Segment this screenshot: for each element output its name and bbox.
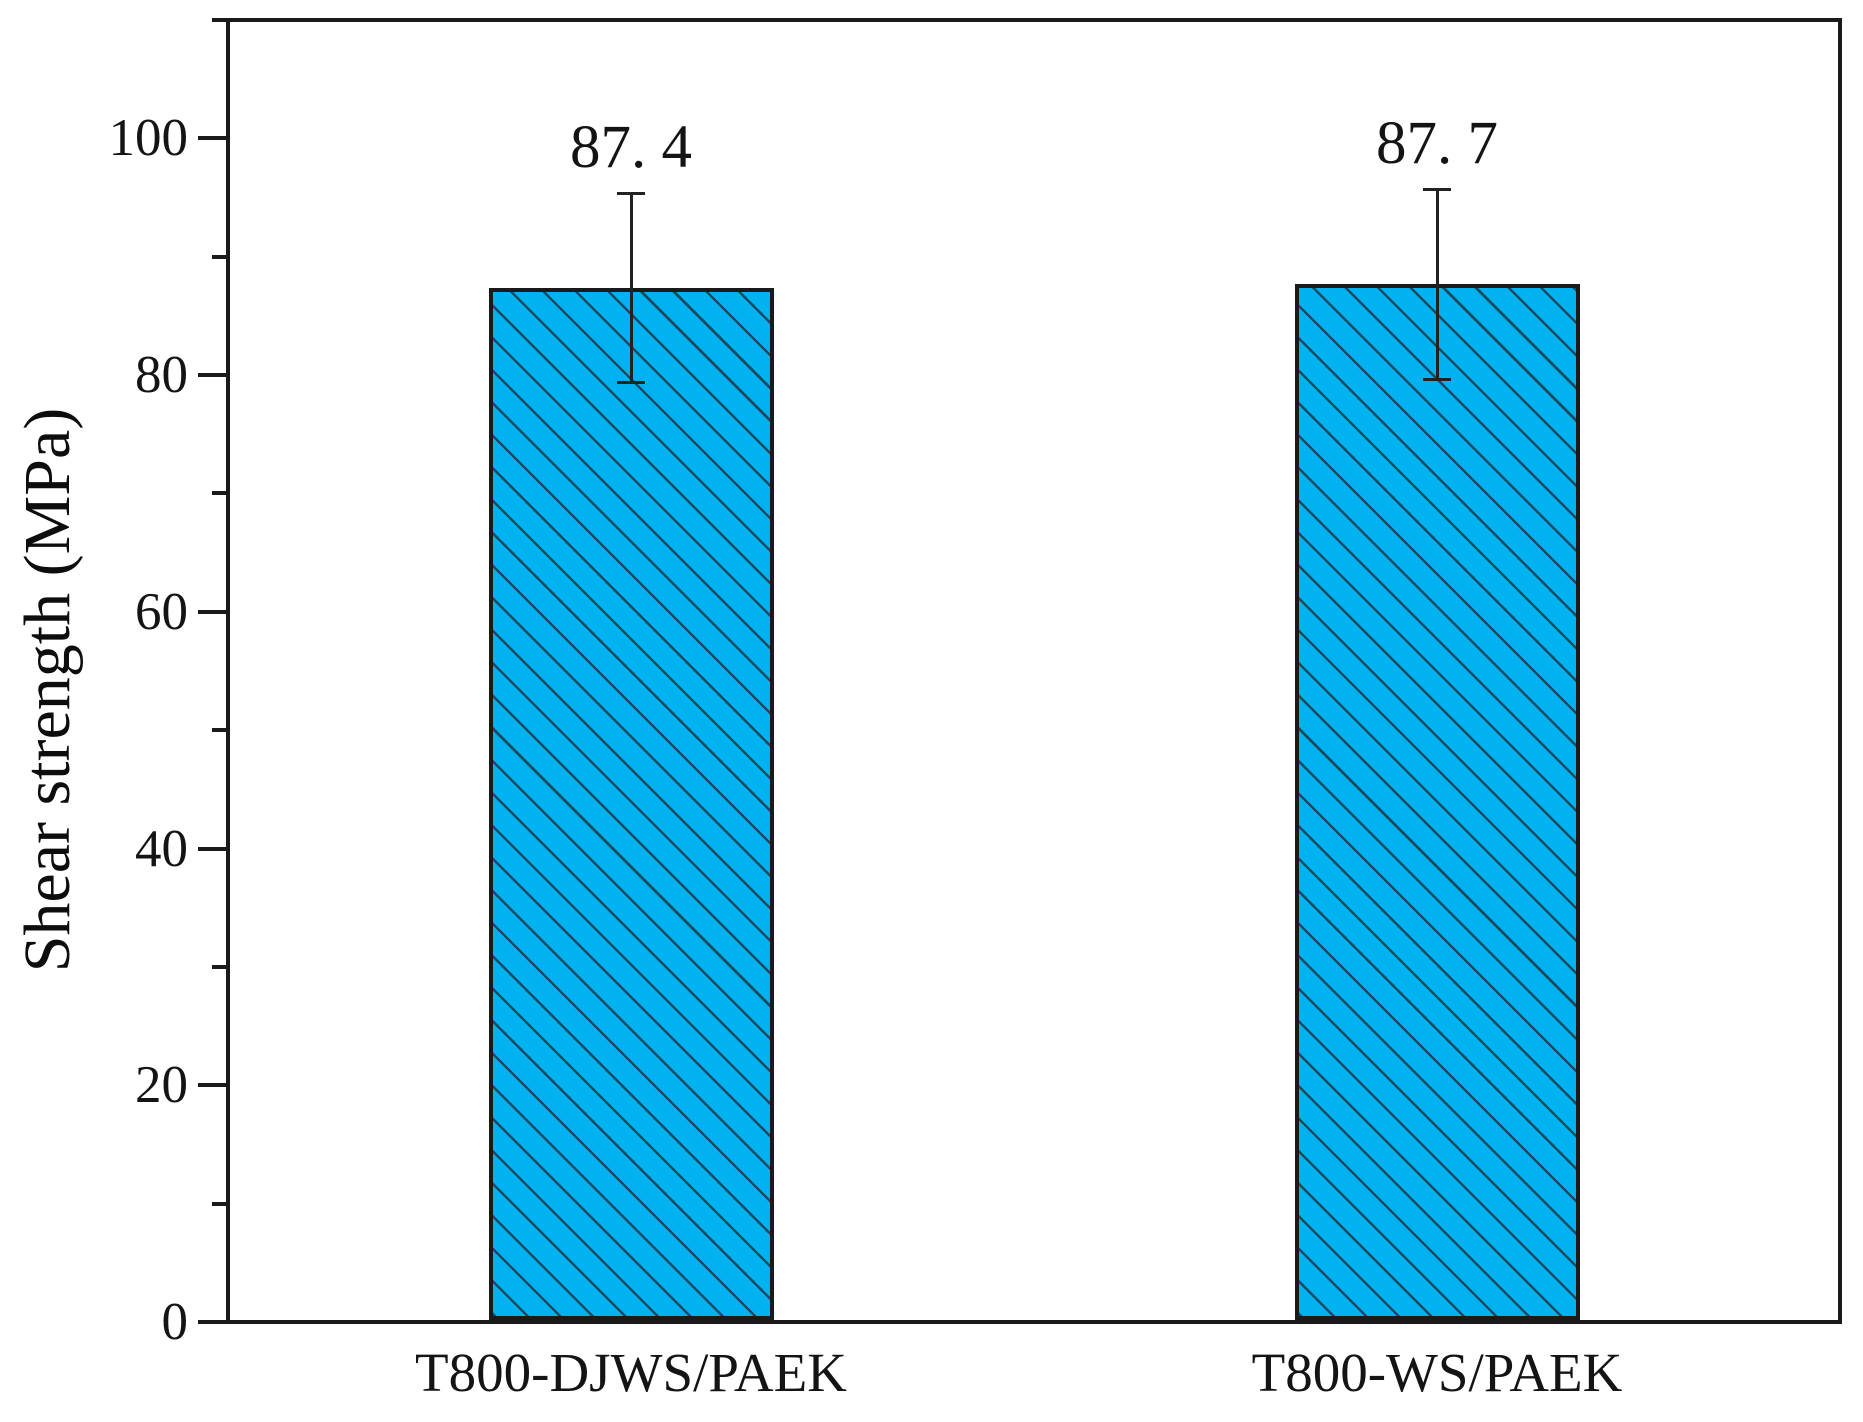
x-category-label: T800-DJWS/PAEK: [415, 1342, 847, 1403]
error-bar-line: [1435, 189, 1439, 379]
bar-value-label: 87. 4: [570, 113, 692, 181]
y-minor-tick: [212, 254, 228, 259]
y-minor-tick: [212, 18, 228, 22]
y-tick-label: 40: [135, 819, 188, 878]
error-bar-cap-top: [617, 191, 645, 195]
y-tick-label: 100: [108, 109, 189, 168]
y-axis-title: Shear strength (MPa): [11, 407, 84, 973]
plot-frame: [226, 18, 1842, 1324]
error-bar-cap-top: [1423, 188, 1451, 192]
x-category-label: T800-WS/PAEK: [1251, 1342, 1623, 1403]
y-tick-label: 0: [161, 1293, 189, 1351]
y-tick-label: 20: [135, 1056, 188, 1115]
error-bar-line: [629, 192, 633, 383]
y-major-tick: [198, 846, 228, 851]
y-tick-label: 60: [135, 582, 188, 641]
y-major-tick: [198, 609, 228, 614]
y-major-tick: [198, 136, 228, 141]
bar-1: [488, 287, 774, 1320]
y-tick-label: 80: [135, 346, 188, 405]
y-major-tick: [198, 373, 228, 378]
y-minor-tick: [212, 1201, 228, 1206]
error-bar-cap-bottom: [617, 381, 645, 385]
y-minor-tick: [212, 728, 228, 733]
y-major-tick: [198, 1320, 228, 1324]
y-major-tick: [198, 1083, 228, 1088]
bar-value-label: 87. 7: [1376, 110, 1498, 178]
y-minor-tick: [212, 491, 228, 496]
bar-2: [1294, 283, 1580, 1320]
y-minor-tick: [212, 964, 228, 969]
error-bar-cap-bottom: [1423, 377, 1451, 381]
